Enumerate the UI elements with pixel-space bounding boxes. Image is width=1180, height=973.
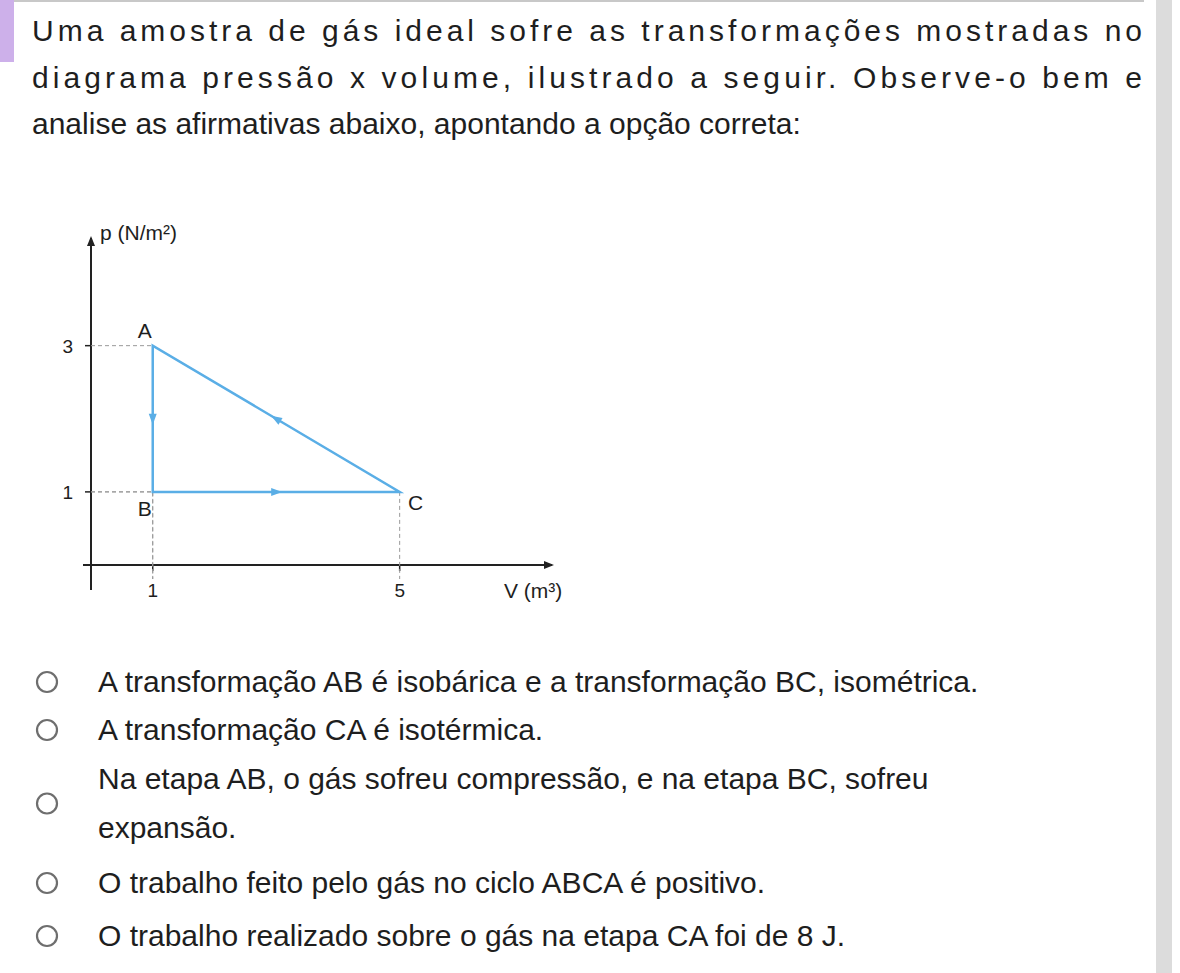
point-label: A <box>138 319 152 342</box>
x-axis-arrow <box>544 561 554 569</box>
option-radio[interactable] <box>37 720 57 740</box>
y-axis-label: p (N/m²) <box>100 221 177 244</box>
direction-arrow <box>271 488 282 496</box>
option-radio[interactable] <box>37 794 57 814</box>
question-line: diagrama pressão x volume, ilustrado a s… <box>32 61 1142 94</box>
option-text: A transformação AB é isobárica e a trans… <box>98 665 978 698</box>
top-border <box>14 0 1144 2</box>
y-axis-arrow <box>87 236 95 246</box>
option-radio[interactable] <box>37 672 57 692</box>
y-axis <box>90 238 92 590</box>
scrollbar <box>1156 0 1172 973</box>
point-label: C <box>408 491 423 514</box>
option-text: A transformação CA é isotérmica. <box>98 713 543 746</box>
y-tick <box>85 345 91 347</box>
y-tick-label: 1 <box>62 482 73 503</box>
cycle-path <box>153 346 400 492</box>
direction-arrow <box>269 412 283 424</box>
option-text: Na etapa AB, o gás sofreu compressão, e … <box>98 762 929 795</box>
question-line: Uma amostra de gás ideal sofre as transf… <box>32 14 1142 47</box>
guide-line <box>399 492 400 579</box>
page: Uma amostra de gás ideal sofre as transf… <box>0 0 1180 973</box>
data-group <box>149 346 400 496</box>
guide-line <box>152 492 153 579</box>
direction-arrow <box>149 414 157 425</box>
x-axis-label: V (m³) <box>504 579 562 602</box>
x-tick-label: 1 <box>147 580 158 601</box>
guide-line <box>91 345 153 346</box>
option-text: O trabalho realizado sobre o gás na etap… <box>98 919 845 952</box>
y-tick <box>85 491 91 493</box>
point-label: B <box>138 497 152 520</box>
x-tick-label: 5 <box>394 580 405 601</box>
pv-diagram: V (m³) p (N/m²) 1 5 1 3 A B C <box>62 221 562 602</box>
option-radio[interactable] <box>37 873 57 893</box>
side-marker <box>0 0 14 62</box>
option-text: O trabalho feito pelo gás no ciclo ABCA … <box>98 866 765 899</box>
background <box>0 0 1180 973</box>
option-radio[interactable] <box>37 926 57 946</box>
y-tick-label: 3 <box>62 336 73 357</box>
question-line: analise as afirmativas abaixo, apontando… <box>32 107 801 140</box>
option-text: expansão. <box>98 811 236 844</box>
